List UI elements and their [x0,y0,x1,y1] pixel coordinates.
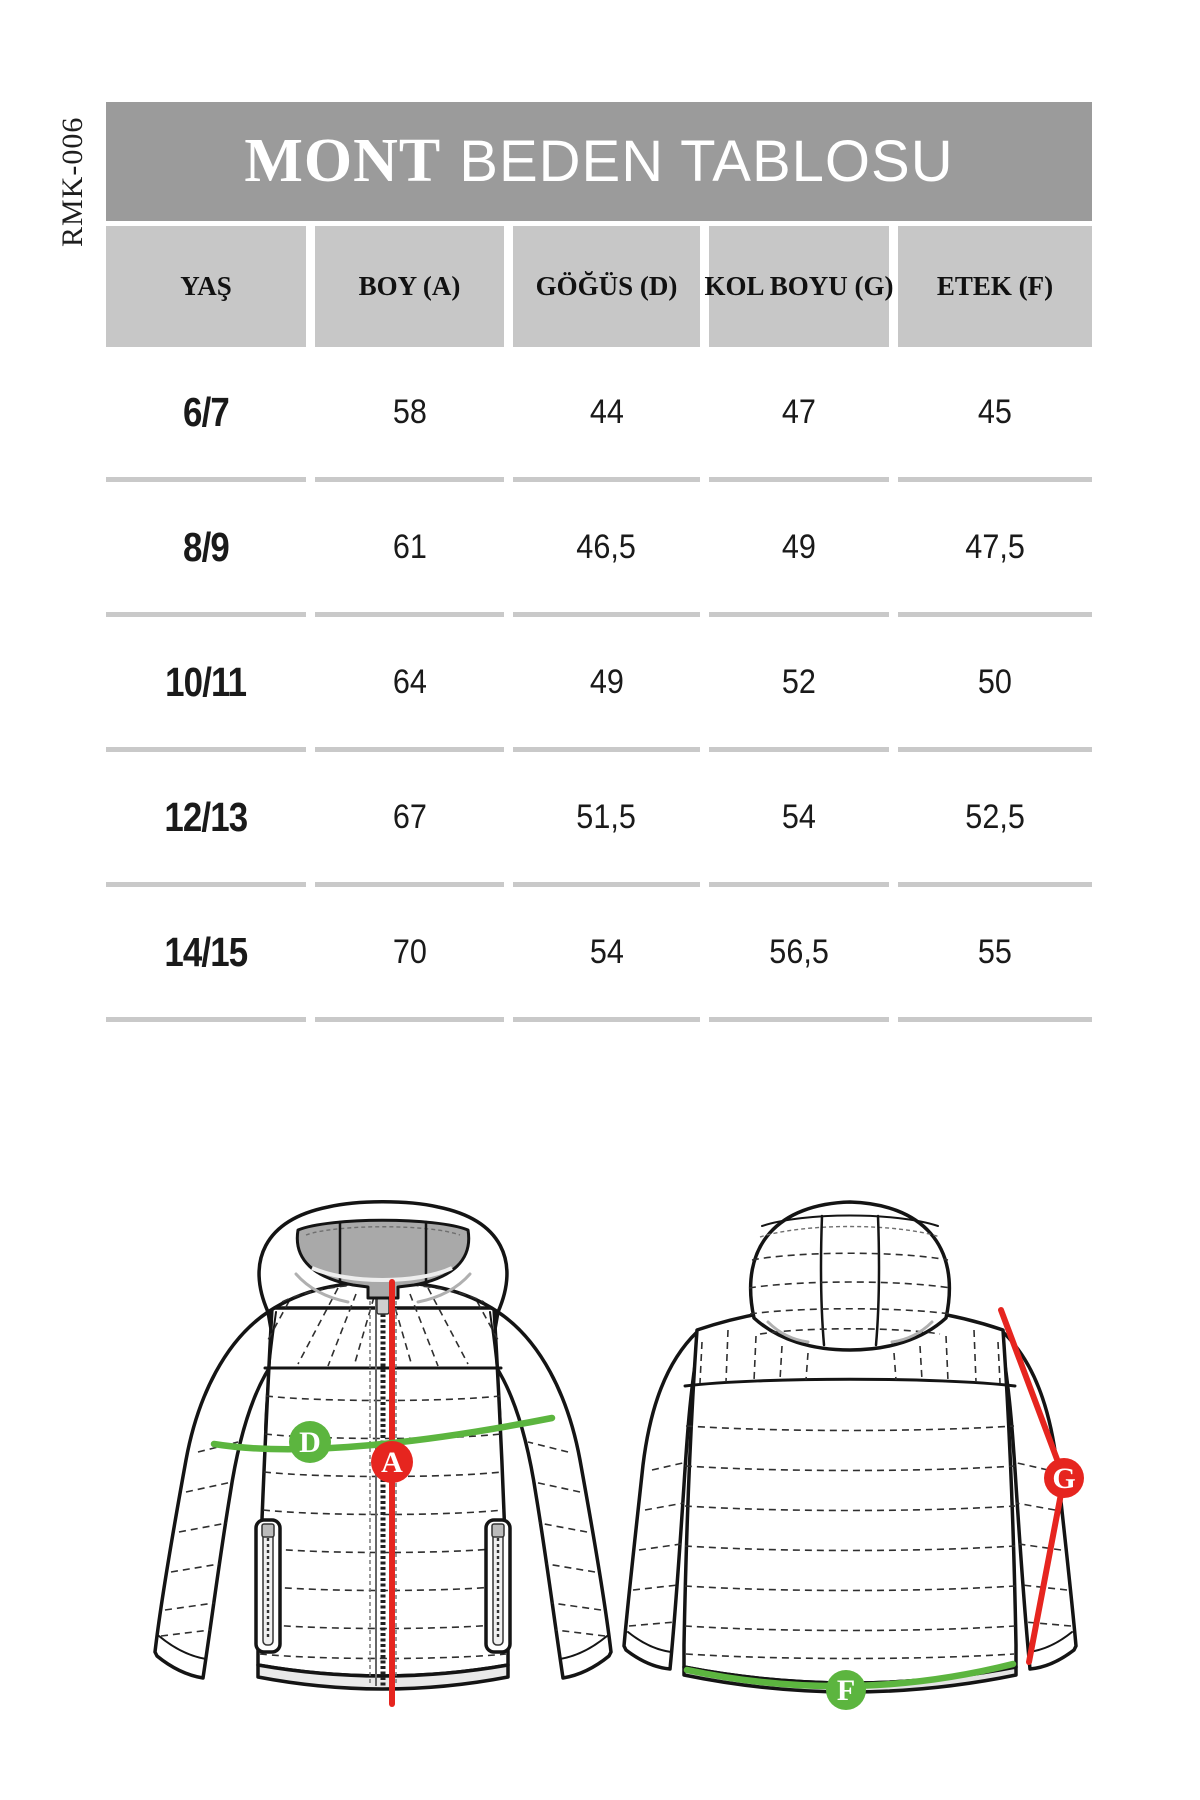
divider-segment [898,747,1092,752]
row-divider [106,612,1092,617]
label-hem-F: F [826,1670,866,1710]
table-row: 6/7 58 44 47 45 [106,347,1092,477]
divider-segment [709,612,889,617]
row-divider [106,477,1092,482]
divider-segment [513,882,700,887]
size-table: YAŞ BOY (A) GÖĞÜS (D) KOL BOYU (G) ETEK … [106,226,1092,1022]
divider-segment [106,477,306,482]
col-header-chest: GÖĞÜS (D) [513,226,700,347]
divider-segment [513,747,700,752]
divider-segment [898,882,1092,887]
divider-segment [709,747,889,752]
divider-segment [898,477,1092,482]
height-value: 70 [392,932,427,971]
divider-segment [513,477,700,482]
label-sleeve-G: G [1044,1458,1084,1498]
col-header-sleeve: KOL BOYU (G) [705,226,894,347]
divider-segment [513,612,700,617]
sleeve-value: 49 [781,527,817,566]
col-header-age: YAŞ [106,226,306,347]
back-body [682,1304,1018,1694]
hem-value: 50 [977,662,1013,701]
table-row: 12/13 67 51,5 54 52,5 [106,752,1092,882]
table-row: 8/9 61 46,5 49 47,5 [106,482,1092,612]
age-value: 6/7 [183,388,230,435]
divider-segment [315,1017,504,1022]
sleeve-value: 47 [781,392,817,431]
divider-segment [315,612,504,617]
divider-segment [709,882,889,887]
svg-text:G: G [1052,1462,1075,1495]
divider-segment [315,882,504,887]
title-brand: MONT [244,127,442,195]
front-hood [257,1200,509,1314]
divider-segment [315,747,504,752]
chest-value: 46,5 [576,527,637,566]
divider-segment [513,1017,700,1022]
divider-segment [709,477,889,482]
table-header-row: YAŞ BOY (A) GÖĞÜS (D) KOL BOYU (G) ETEK … [106,226,1092,347]
age-value: 12/13 [164,793,249,840]
table-row: 10/11 64 49 52 50 [106,617,1092,747]
height-value: 61 [392,527,427,566]
divider-segment [106,882,306,887]
divider-segment [106,1017,306,1022]
divider-segment [106,747,306,752]
front-pockets [254,1518,512,1654]
product-code-label: RMK-006 [56,116,89,247]
col-header-height: BOY (A) [315,226,504,347]
chest-value: 49 [589,662,624,701]
hem-value: 45 [977,392,1013,431]
label-chest-D: D [289,1421,331,1463]
title-text: BEDEN TABLOSU [459,129,954,194]
hem-value: 52,5 [965,797,1025,836]
divider-segment [898,1017,1092,1022]
chest-value: 51,5 [576,797,637,836]
chest-value: 54 [589,932,624,971]
hem-value: 47,5 [965,527,1025,566]
divider-segment [106,612,306,617]
divider-segment [315,477,504,482]
row-divider [106,747,1092,752]
sleeve-value: 56,5 [769,932,829,971]
hem-value: 55 [977,932,1013,971]
divider-segment [709,1017,889,1022]
back-sleeves [622,1330,1078,1671]
divider-segment [898,612,1092,617]
height-value: 58 [392,392,427,431]
jacket-back-view: G F [622,1200,1084,1710]
back-hood [748,1200,952,1352]
age-value: 10/11 [165,658,247,705]
row-divider [106,882,1092,887]
svg-text:F: F [837,1674,855,1707]
row-divider [106,1017,1092,1022]
label-height-A: A [371,1441,413,1483]
title-bar: MONT BEDEN TABLOSU [106,102,1092,221]
sleeve-value: 52 [781,662,817,701]
sleeve-value: 54 [781,797,817,836]
jacket-front-view: D A [153,1200,613,1707]
jacket-diagram: D A [153,1200,1084,1710]
age-value: 8/9 [183,523,230,570]
table-row: 14/15 70 54 56,5 55 [106,887,1092,1017]
height-value: 64 [392,662,427,701]
svg-text:D: D [299,1426,321,1459]
age-value: 14/15 [164,928,249,975]
front-sleeves [153,1310,613,1680]
chest-value: 44 [589,392,624,431]
measure-line-chest-D [210,1414,556,1453]
svg-text:A: A [381,1446,403,1479]
height-value: 67 [392,797,427,836]
col-header-hem: ETEK (F) [898,226,1092,347]
